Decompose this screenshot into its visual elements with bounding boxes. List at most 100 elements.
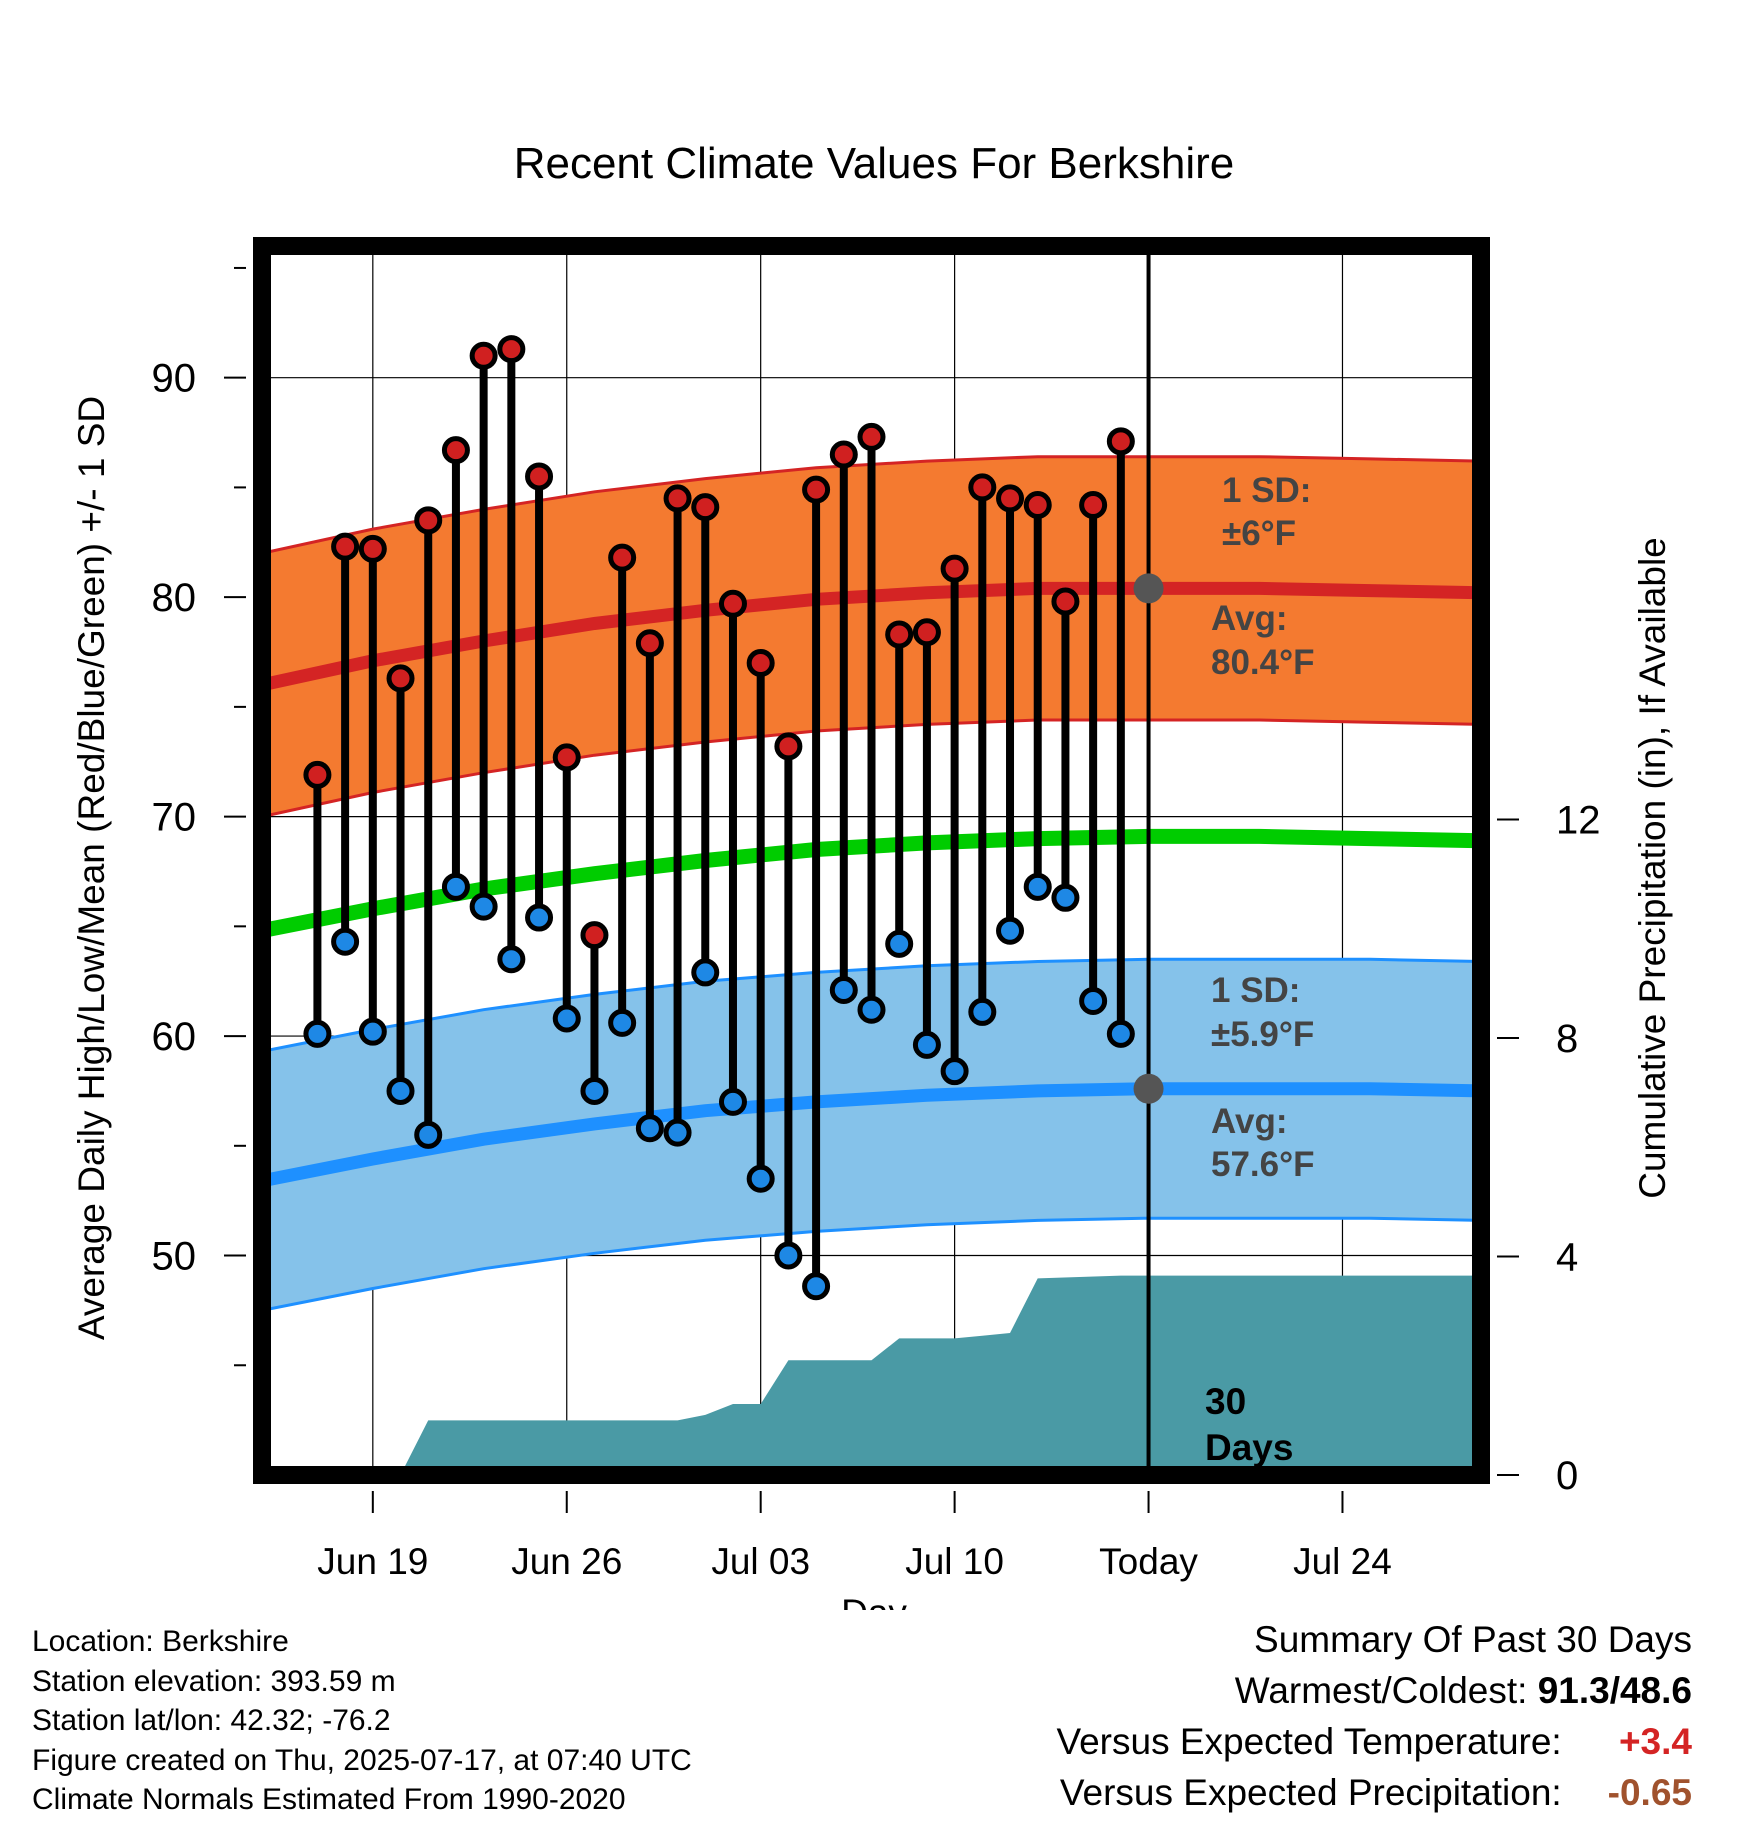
daily-high-point (940, 554, 969, 583)
daily-high-point (718, 589, 747, 618)
summary-temp-row: Versus Expected Temperature: +3.4 (1056, 1716, 1692, 1767)
plot-content: 1 SD: ±6°F Avg: 80.4°F 1 SD: ±5.9°F Avg: 57.6°F… (262, 246, 1481, 1475)
y2-axis-title: Cumulative Precipitation (in), If Availa… (1632, 537, 1673, 1199)
daily-high-point (691, 493, 720, 522)
period-unit: Days (1205, 1427, 1293, 1468)
y-tick-label: 80 (152, 576, 197, 620)
summary-temp-label: Versus Expected Temperature: (1056, 1721, 1562, 1762)
summary-precip-value: -0.65 (1607, 1772, 1692, 1813)
low-avg-label: Avg: (1211, 1102, 1287, 1141)
daily-low-point (802, 1272, 831, 1301)
summary-warm-cold-row: Warmest/Coldest: 91.3/48.6 (1056, 1665, 1692, 1716)
daily-low-point (552, 1004, 581, 1033)
summary-title: Summary Of Past 30 Days (1254, 1619, 1692, 1660)
daily-high-point (857, 422, 886, 451)
plot-area: 1 SD: ±6°F Avg: 80.4°F 1 SD: ±5.9°F Avg: 57.6°F… (152, 237, 1601, 1582)
daily-low-point (414, 1120, 443, 1149)
x-axis-title: Day (841, 1592, 907, 1610)
summary-warm-cold-label: Warmest/Coldest: (1234, 1670, 1528, 1711)
summary-panel: Summary Of Past 30 Days Warmest/Coldest:… (1056, 1614, 1692, 1818)
station-location: Location: Berkshire (32, 1625, 289, 1658)
daily-low-point (940, 1057, 969, 1086)
daily-high-point (885, 620, 914, 649)
high-sd-label: 1 SD: (1222, 471, 1311, 510)
daily-high-point (1023, 490, 1052, 519)
summary-warm-cold-value: 91.3/48.6 (1537, 1670, 1692, 1711)
daily-low-point (331, 927, 360, 956)
station-info: Location: Berkshire Station elevation: 3… (32, 1622, 692, 1820)
daily-high-point (774, 732, 803, 761)
x-tick-label: Jun 26 (511, 1541, 622, 1582)
daily-low-point (469, 892, 498, 921)
y-tick-label: 50 (152, 1235, 197, 1279)
low-band-lower-edge (262, 1216, 1481, 1312)
normal-low-line (262, 1082, 1481, 1188)
low-avg-value: 57.6°F (1211, 1145, 1315, 1184)
daily-low-point (1023, 872, 1052, 901)
daily-high-point (552, 743, 581, 772)
low-sd-band (262, 959, 1481, 1311)
x-tick-label: Jul 03 (711, 1541, 810, 1582)
daily-high-point (912, 618, 941, 647)
daily-low-point (1051, 883, 1080, 912)
daily-low-point (1106, 1019, 1135, 1048)
high-sd-value: ±6°F (1222, 514, 1296, 553)
x-tick-label: Jul 10 (905, 1541, 1004, 1582)
daily-low-point (497, 945, 526, 974)
daily-high-point (635, 629, 664, 658)
daily-high-point (829, 440, 858, 469)
daily-high-point (1051, 587, 1080, 616)
plot-frame (253, 237, 1490, 1484)
daily-high-point (1079, 490, 1108, 519)
daily-low-point (608, 1008, 637, 1037)
daily-low-point (829, 975, 858, 1004)
daily-high-point (746, 648, 775, 677)
daily-low-point (691, 958, 720, 987)
daily-high-point (386, 664, 415, 693)
daily-low-point (358, 1017, 387, 1046)
daily-low-point (968, 997, 997, 1026)
daily-high-point (968, 473, 997, 502)
precipitation-area (262, 1275, 1481, 1475)
daily-low-point (525, 903, 554, 932)
y2-tick-label: 0 (1556, 1454, 1578, 1498)
daily-low-point (580, 1076, 609, 1105)
daily-high-point (1106, 427, 1135, 456)
daily-high-point (525, 462, 554, 491)
daily-high-point (414, 506, 443, 535)
high-avg-value: 80.4°F (1211, 643, 1315, 682)
y-tick-label: 60 (152, 1015, 197, 1059)
daily-low-point (635, 1114, 664, 1143)
daily-high-point (608, 543, 637, 572)
daily-low-point (996, 916, 1025, 945)
daily-low-point (774, 1241, 803, 1270)
today-high-marker (1133, 573, 1164, 604)
daily-low-point (441, 872, 470, 901)
daily-high-point (996, 484, 1025, 513)
daily-high-point (441, 436, 470, 465)
high-avg-label: Avg: (1211, 599, 1287, 638)
y2-tick-label: 4 (1556, 1236, 1578, 1280)
period-number: 30 (1205, 1381, 1246, 1422)
daily-high-point (303, 760, 332, 789)
station-latlon: Station lat/lon: 42.32; -76.2 (32, 1704, 391, 1737)
daily-high-point (663, 484, 692, 513)
y-tick-label: 70 (152, 796, 197, 840)
daily-high-point (358, 534, 387, 563)
daily-high-point (469, 341, 498, 370)
climate-normals: Climate Normals Estimated From 1990-2020 (32, 1783, 626, 1816)
daily-high-point (580, 921, 609, 950)
daily-low-point (885, 929, 914, 958)
today-low-marker (1133, 1073, 1164, 1104)
low-sd-value: ±5.9°F (1211, 1015, 1314, 1054)
y-tick-label: 90 (152, 357, 197, 401)
daily-low-point (1079, 986, 1108, 1015)
daily-high-point (802, 475, 831, 504)
low-sd-label: 1 SD: (1211, 971, 1300, 1010)
x-tick-label: Jul 24 (1293, 1541, 1392, 1582)
climate-chart: Recent Climate Values For Berkshire 1 SD… (71, 139, 1673, 1610)
y-axis-title: Average Daily High/Low/Mean (Red/Blue/Gr… (71, 396, 112, 1340)
daily-low-point (912, 1030, 941, 1059)
daily-low-point (718, 1087, 747, 1116)
daily-high-point (331, 532, 360, 561)
